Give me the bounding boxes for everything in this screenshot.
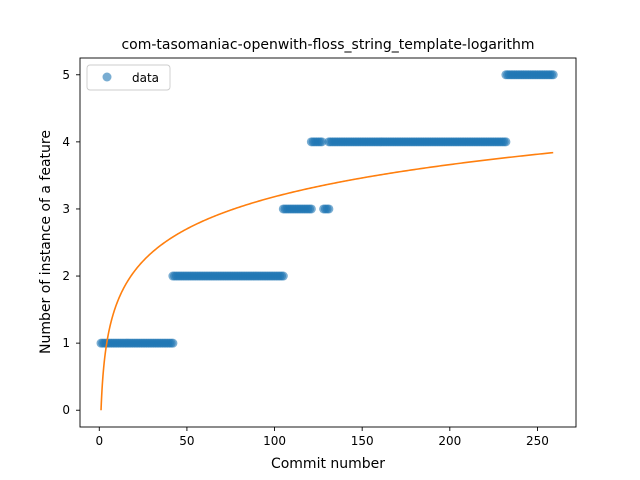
data-point [306, 204, 316, 214]
x-axis-ticks: 0 50 100 150 200 250 [95, 427, 549, 448]
x-tick-label: 200 [438, 434, 461, 448]
x-tick-label: 50 [179, 434, 194, 448]
axes-frame [79, 57, 577, 428]
data-points [96, 70, 558, 348]
data-point [278, 271, 288, 281]
legend-box [86, 64, 171, 91]
legend-label: data [132, 71, 159, 85]
y-tick-label: 4 [62, 135, 70, 149]
x-tick-label: 250 [526, 434, 549, 448]
legend-marker [102, 72, 112, 82]
plot-area [96, 70, 558, 411]
x-tick-label: 0 [95, 434, 103, 448]
y-tick-label: 0 [62, 403, 70, 417]
legend: data [86, 64, 171, 91]
x-tick-label: 150 [351, 434, 374, 448]
chart-title: com-tasomaniac-openwith-floss_string_tem… [121, 37, 534, 53]
y-tick-label: 1 [62, 336, 70, 350]
fit-line [100, 151, 554, 411]
y-tick-label: 2 [62, 269, 70, 283]
x-tick-label: 100 [263, 434, 286, 448]
y-tick-label: 3 [62, 202, 70, 216]
data-point [548, 70, 558, 80]
y-tick-label: 5 [62, 68, 70, 82]
data-point [168, 338, 178, 348]
x-axis-label: Commit number [271, 456, 385, 472]
data-point [324, 204, 334, 214]
data-point [501, 137, 511, 147]
y-axis-label: Number of instance of a feature [38, 130, 54, 354]
data-point [317, 137, 327, 147]
y-axis-ticks: 0 1 2 3 4 5 [62, 68, 80, 417]
